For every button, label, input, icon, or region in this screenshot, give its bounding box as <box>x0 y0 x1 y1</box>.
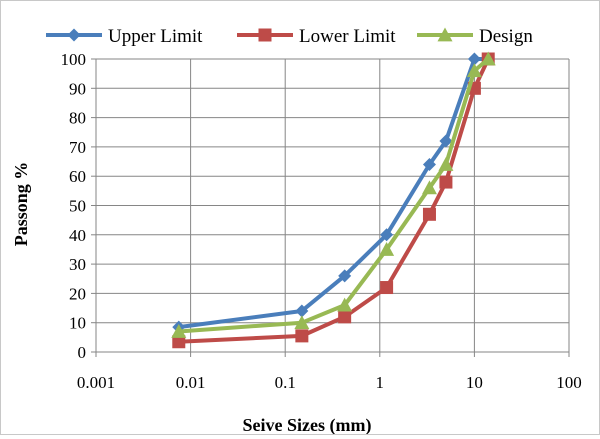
legend-swatch-marker <box>437 27 453 42</box>
data-point-design <box>294 315 310 330</box>
x-axis-title: Seive Sizes (mm) <box>243 415 372 434</box>
data-point-design <box>379 241 395 256</box>
x-tick-label: 0.001 <box>77 373 115 392</box>
data-point-upper-limit <box>295 304 309 318</box>
y-tick-label: 70 <box>69 138 86 157</box>
axes <box>91 58 570 357</box>
y-tick-label: 50 <box>69 197 86 216</box>
series-lower-limit <box>172 52 495 349</box>
series-line-lower-limit <box>178 58 491 344</box>
data-point-lower-limit <box>295 329 309 343</box>
data-point-upper-limit <box>338 269 352 283</box>
y-tick-label: 100 <box>61 50 87 69</box>
y-tick-label: 0 <box>78 343 87 362</box>
data-point-upper-limit <box>439 134 453 148</box>
y-tick-label: 40 <box>69 226 86 245</box>
legend-label: Lower Limit <box>299 26 396 47</box>
series-upper-limit <box>172 52 495 334</box>
data-point-lower-limit <box>172 335 186 349</box>
data-point-lower-limit <box>439 175 453 189</box>
y-tick-label: 30 <box>69 255 86 274</box>
legend-label: Upper Limit <box>108 26 203 47</box>
data-point-design <box>337 297 353 312</box>
x-tick-label: 0.01 <box>176 373 206 392</box>
legend-item-design: Design <box>417 26 533 47</box>
legend-swatch-marker <box>67 28 81 42</box>
data-point-upper-limit <box>380 228 394 242</box>
series-lines <box>171 51 496 349</box>
data-point-design <box>171 323 187 338</box>
x-tick-label: 0.1 <box>275 373 296 392</box>
y-tick-label: 60 <box>69 167 86 186</box>
legend-item-upper-limit: Upper Limit <box>46 26 203 47</box>
data-point-design <box>466 63 482 78</box>
y-tick-label: 20 <box>69 284 86 303</box>
data-point-lower-limit <box>380 281 394 295</box>
data-point-design <box>421 180 437 195</box>
legend-swatch-marker <box>258 28 272 42</box>
y-tick-label: 10 <box>69 314 86 333</box>
data-point-lower-limit <box>422 207 436 221</box>
grid-lines <box>96 58 570 352</box>
y-tick-label: 80 <box>69 109 86 128</box>
x-tick-label: 1 <box>376 373 385 392</box>
series-design <box>171 51 496 338</box>
legend-label: Design <box>479 26 533 47</box>
x-tick-label: 100 <box>556 373 582 392</box>
y-axis-title: Passong % <box>11 162 31 247</box>
data-point-design <box>438 156 454 171</box>
tick-labels: 0 10 20 30 40 50 60 70 80 90 100 0.001 0.01 0.1 1 10 100 <box>61 50 582 392</box>
data-point-upper-limit <box>467 52 481 66</box>
series-line-design <box>178 57 490 334</box>
legend-item-lower-limit: Lower Limit <box>237 26 396 47</box>
y-tick-label: 90 <box>69 79 86 98</box>
data-point-upper-limit <box>422 157 436 171</box>
legend: Upper Limit Lower Limit Design <box>46 26 533 47</box>
data-point-lower-limit <box>338 310 352 324</box>
data-point-design <box>480 51 496 66</box>
x-tick-label: 10 <box>466 373 483 392</box>
